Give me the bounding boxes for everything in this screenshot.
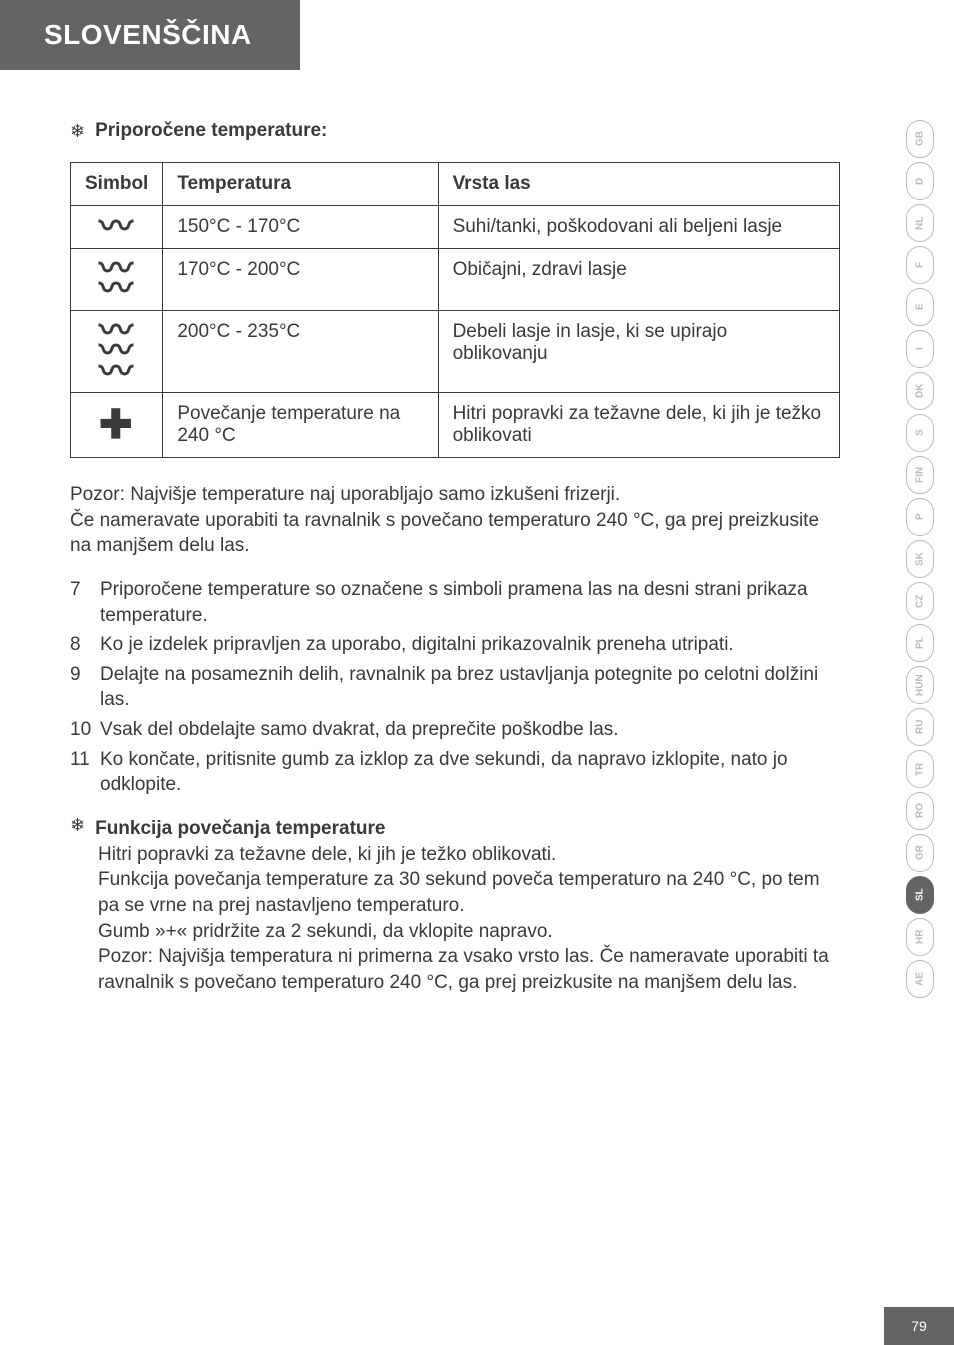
step-number: 8 <box>70 632 100 658</box>
step-number: 7 <box>70 577 100 628</box>
lang-pill-f[interactable]: F <box>906 246 934 284</box>
list-item: 11Ko končate, pritisnite gumb za izklop … <box>70 747 840 798</box>
step-text: Delajte na posameznih delih, ravnalnik p… <box>100 662 840 713</box>
section-label: Priporočene temperature: <box>95 120 327 142</box>
hairtype-cell: Običajni, zdravi lasje <box>438 249 839 311</box>
snowflake-icon: ❄ <box>70 816 85 834</box>
lang-pill-nl[interactable]: NL <box>906 204 934 242</box>
col-hairtype: Vrsta las <box>438 163 839 206</box>
wave-icon: 〰〰 <box>99 259 148 300</box>
table-header-row: Simbol Temperatura Vrsta las <box>71 163 840 206</box>
table-row: 〰 150°C - 170°CSuhi/tanki, poškodovani al… <box>71 206 840 249</box>
step-number: 11 <box>70 747 100 798</box>
step-number: 9 <box>70 662 100 713</box>
step-number: 10 <box>70 717 100 743</box>
step-text: Vsak del obdelajte samo dvakrat, da prep… <box>100 717 619 743</box>
temperature-cell: 170°C - 200°C <box>163 249 438 311</box>
section-recommended-temps: ❄ Priporočene temperature: <box>70 120 840 142</box>
symbol-cell: ✚ <box>71 392 163 457</box>
list-item: 10Vsak del obdelajte samo dvakrat, da pr… <box>70 717 840 743</box>
lang-pill-p[interactable]: P <box>906 498 934 536</box>
lang-pill-d[interactable]: D <box>906 162 934 200</box>
list-item: 8Ko je izdelek pripravljen za uporabo, d… <box>70 632 840 658</box>
lang-pill-sl[interactable]: SL <box>906 876 934 914</box>
list-item: 7Priporočene temperature so označene s s… <box>70 577 840 628</box>
section-label: Funkcija povečanja temperature <box>95 816 385 842</box>
lang-pill-tr[interactable]: TR <box>906 750 934 788</box>
table-row: ✚ Povečanje temperature na 240 °CHitri po… <box>71 392 840 457</box>
lang-pill-e[interactable]: E <box>906 288 934 326</box>
lang-pill-hun[interactable]: HUN <box>906 666 934 704</box>
wave-icon: 〰〰〰 <box>99 321 148 382</box>
lang-pill-gb[interactable]: GB <box>906 120 934 158</box>
caution-text: Pozor: Najvišje temperature naj uporablj… <box>70 482 840 559</box>
lang-pill-cz[interactable]: CZ <box>906 582 934 620</box>
content-area: ❄ Priporočene temperature: Simbol Temper… <box>70 120 840 995</box>
lang-pill-i[interactable]: I <box>906 330 934 368</box>
step-text: Ko končate, pritisnite gumb za izklop za… <box>100 747 840 798</box>
wave-icon: 〰 <box>99 217 148 237</box>
step-text: Priporočene temperature so označene s si… <box>100 577 840 628</box>
symbol-cell: 〰〰〰 <box>71 310 163 392</box>
symbol-cell: 〰〰 <box>71 249 163 311</box>
lang-pill-ro[interactable]: RO <box>906 792 934 830</box>
lang-pill-sk[interactable]: SK <box>906 540 934 578</box>
lang-pill-hr[interactable]: HR <box>906 918 934 956</box>
lang-pill-ru[interactable]: RU <box>906 708 934 746</box>
hairtype-cell: Debeli lasje in lasje, ki se upirajo obl… <box>438 310 839 392</box>
table-row: 〰〰〰 200°C - 235°CDebeli lasje in lasje, k… <box>71 310 840 392</box>
lang-pill-dk[interactable]: DK <box>906 372 934 410</box>
symbol-cell: 〰 <box>71 206 163 249</box>
temperature-cell: 150°C - 170°C <box>163 206 438 249</box>
header-band: SLOVENŠČINA <box>0 0 300 70</box>
lang-pill-fin[interactable]: FIN <box>906 456 934 494</box>
lang-pill-pl[interactable]: PL <box>906 624 934 662</box>
snowflake-icon: ❄ <box>70 122 85 140</box>
lang-pill-s[interactable]: S <box>906 414 934 452</box>
section-boost-function: ❄ Funkcija povečanja temperature Hitri p… <box>70 816 840 995</box>
language-title: SLOVENŠČINA <box>44 19 252 51</box>
list-item: 9Delajte na posameznih delih, ravnalnik … <box>70 662 840 713</box>
temperature-table: Simbol Temperatura Vrsta las 〰 150°C - 17… <box>70 162 840 458</box>
hairtype-cell: Suhi/tanki, poškodovani ali beljeni lasj… <box>438 206 839 249</box>
plus-icon: ✚ <box>99 403 133 447</box>
hairtype-cell: Hitri popravki za težavne dele, ki jih j… <box>438 392 839 457</box>
page-number: 79 <box>884 1307 954 1345</box>
boost-body-text: Hitri popravki za težavne dele, ki jih j… <box>98 842 840 996</box>
temperature-cell: 200°C - 235°C <box>163 310 438 392</box>
steps-list: 7Priporočene temperature so označene s s… <box>70 577 840 798</box>
col-symbol: Simbol <box>71 163 163 206</box>
temperature-cell: Povečanje temperature na 240 °C <box>163 392 438 457</box>
lang-pill-gr[interactable]: GR <box>906 834 934 872</box>
table-row: 〰〰 170°C - 200°CObičajni, zdravi lasje <box>71 249 840 311</box>
language-pill-strip: GB D NL FEI DK S FIN P SK CZ PL HUN RU TR RO GR SL HR AE <box>906 120 934 998</box>
step-text: Ko je izdelek pripravljen za uporabo, di… <box>100 632 734 658</box>
col-temperature: Temperatura <box>163 163 438 206</box>
lang-pill-ae[interactable]: AE <box>906 960 934 998</box>
